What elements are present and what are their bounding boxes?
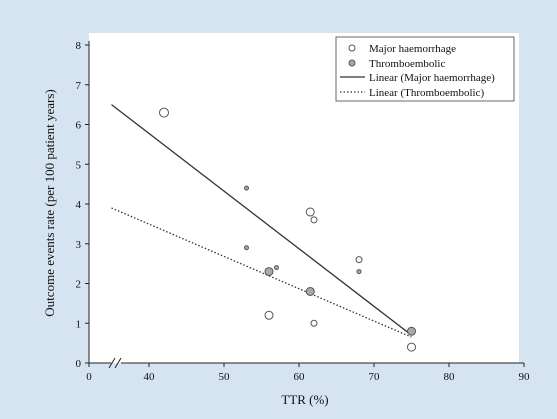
thromboembolic-point xyxy=(244,245,249,251)
thromboembolic-point xyxy=(305,286,315,296)
legend-label-linear-major-haemorrhage: Linear (Major haemorrhage) xyxy=(369,72,495,84)
x-tick-label: 90 xyxy=(519,371,531,383)
x-tick-label: 50 xyxy=(219,371,231,383)
x-axis-break-mark xyxy=(108,357,116,369)
thromboembolic-point xyxy=(274,265,279,271)
major-haemorrhage-point xyxy=(305,207,315,217)
legend-box xyxy=(335,36,515,102)
y-tick-label: 5 xyxy=(76,159,82,171)
x-axis-break-mark xyxy=(114,357,122,369)
legend-marker-thromboembolic xyxy=(348,59,356,67)
major-haemorrhage-point xyxy=(355,256,363,264)
major-haemorrhage-point xyxy=(310,216,318,224)
x-tick-label: 70 xyxy=(369,371,381,383)
major-haemorrhage-point xyxy=(264,310,274,320)
x-tick-label: 80 xyxy=(444,371,456,383)
legend: Major haemorrhage Thromboembolic Linear … xyxy=(335,36,515,102)
y-axis-title: Outcome events rate (per 100 patient yea… xyxy=(42,89,57,316)
y-tick-label: 3 xyxy=(76,239,82,251)
thromboembolic-point xyxy=(407,326,416,336)
legend-label-major-haemorrhage: Major haemorrhage xyxy=(369,43,456,55)
legend-marker-major-haemorrhage xyxy=(348,44,356,52)
trend-line-linear-major-haemorrhage xyxy=(111,104,412,336)
x-tick-label: 60 xyxy=(294,371,306,383)
y-tick-label: 6 xyxy=(76,120,82,132)
x-tick-label: 0 xyxy=(86,371,92,383)
major-haemorrhage-point xyxy=(159,107,169,118)
trend-lines xyxy=(111,104,412,338)
thromboembolic-point xyxy=(356,269,362,275)
legend-label-thromboembolic: Thromboembolic xyxy=(369,58,445,70)
x-axis-title: TTR (%) xyxy=(281,392,328,407)
major-haemorrhage-point xyxy=(407,342,416,352)
x-tick-label: 40 xyxy=(144,371,156,383)
y-tick-label: 2 xyxy=(76,279,82,291)
thromboembolic-point xyxy=(264,267,274,277)
data-points xyxy=(159,107,416,352)
y-tick-label: 1 xyxy=(76,318,82,330)
y-tick-label: 8 xyxy=(76,40,82,52)
legend-label-linear-thromboembolic: Linear (Thromboembolic) xyxy=(369,87,484,99)
thromboembolic-point xyxy=(244,185,249,191)
major-haemorrhage-point xyxy=(310,319,318,327)
y-tick-label: 0 xyxy=(76,358,82,370)
y-tick-label: 4 xyxy=(76,199,82,211)
y-tick-label: 7 xyxy=(76,80,82,92)
